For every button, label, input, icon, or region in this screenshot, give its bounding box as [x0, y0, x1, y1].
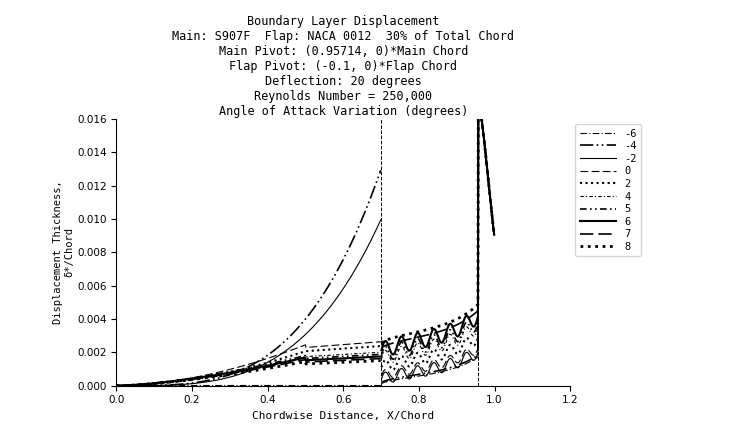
2 — [198, 375, 207, 380]
-6 — [303, 382, 312, 388]
6 — [112, 383, 121, 388]
Line: 8: 8 — [117, 361, 381, 386]
8 — [217, 373, 226, 378]
-4 — [198, 379, 207, 384]
6 — [278, 360, 287, 365]
7 — [304, 359, 313, 364]
-2 — [144, 383, 153, 388]
-2 — [278, 350, 287, 355]
0 — [217, 369, 226, 374]
0 — [303, 345, 312, 350]
-4 — [144, 383, 153, 388]
7 — [112, 383, 121, 388]
0 — [144, 382, 153, 387]
6 — [198, 375, 207, 380]
Title: Boundary Layer Displacement
Main: S907F  Flap: NACA 0012  30% of Total Chord
Mai: Boundary Layer Displacement Main: S907F … — [172, 15, 514, 118]
4 — [144, 382, 153, 387]
4 — [198, 376, 207, 381]
-2 — [217, 377, 226, 382]
Y-axis label: Displacement Thickness,
δ*/Chord: Displacement Thickness, δ*/Chord — [53, 181, 75, 324]
5 — [217, 371, 226, 376]
2 — [376, 344, 385, 349]
5 — [376, 352, 385, 357]
7 — [303, 359, 312, 364]
5 — [278, 358, 287, 364]
-4 — [303, 314, 312, 319]
8 — [376, 358, 385, 363]
2 — [303, 348, 312, 354]
4 — [376, 350, 385, 355]
-4 — [112, 383, 121, 388]
Line: 2: 2 — [117, 346, 381, 386]
0 — [198, 373, 207, 378]
7 — [144, 381, 153, 386]
5 — [304, 356, 313, 361]
7 — [198, 375, 207, 380]
8 — [303, 361, 312, 366]
-6 — [144, 382, 153, 388]
Line: 7: 7 — [117, 358, 381, 386]
-6 — [376, 382, 385, 388]
5 — [198, 374, 207, 379]
0 — [376, 339, 385, 344]
Line: 5: 5 — [117, 354, 381, 386]
-6 — [278, 382, 287, 388]
Line: -2: -2 — [117, 220, 381, 386]
X-axis label: Chordwise Distance, X/Chord: Chordwise Distance, X/Chord — [252, 411, 434, 421]
-6 — [217, 382, 226, 388]
8 — [278, 363, 287, 368]
2 — [144, 382, 153, 387]
Line: -4: -4 — [117, 170, 381, 386]
8 — [112, 383, 121, 388]
8 — [198, 376, 207, 381]
8 — [144, 382, 153, 387]
5 — [144, 381, 153, 386]
7 — [217, 372, 226, 378]
0 — [112, 383, 121, 388]
2 — [217, 371, 226, 376]
-2 — [376, 217, 385, 222]
-6 — [198, 382, 207, 388]
6 — [376, 354, 385, 359]
-4 — [217, 375, 226, 380]
Line: 6: 6 — [117, 357, 381, 386]
-6 — [304, 382, 313, 388]
6 — [303, 358, 312, 363]
2 — [112, 383, 121, 388]
4 — [303, 354, 312, 359]
2 — [304, 348, 313, 354]
6 — [144, 381, 153, 386]
Line: 4: 4 — [117, 352, 381, 386]
5 — [303, 356, 312, 361]
6 — [217, 371, 226, 377]
-2 — [304, 329, 313, 334]
-4 — [376, 167, 385, 173]
0 — [278, 351, 287, 356]
4 — [304, 354, 313, 359]
-2 — [303, 330, 312, 335]
-6 — [112, 382, 121, 388]
-2 — [112, 383, 121, 388]
5 — [112, 383, 121, 388]
2 — [278, 356, 287, 361]
7 — [376, 356, 385, 361]
8 — [304, 361, 313, 366]
Line: 0: 0 — [117, 342, 381, 386]
-4 — [304, 313, 313, 318]
Legend: -6, -4, -2, 0, 2, 4, 5, 6, 7, 8: -6, -4, -2, 0, 2, 4, 5, 6, 7, 8 — [575, 124, 641, 256]
6 — [304, 358, 313, 363]
4 — [217, 373, 226, 378]
4 — [278, 360, 287, 365]
0 — [304, 344, 313, 350]
4 — [112, 383, 121, 388]
-4 — [278, 341, 287, 346]
7 — [278, 361, 287, 367]
-2 — [198, 380, 207, 385]
